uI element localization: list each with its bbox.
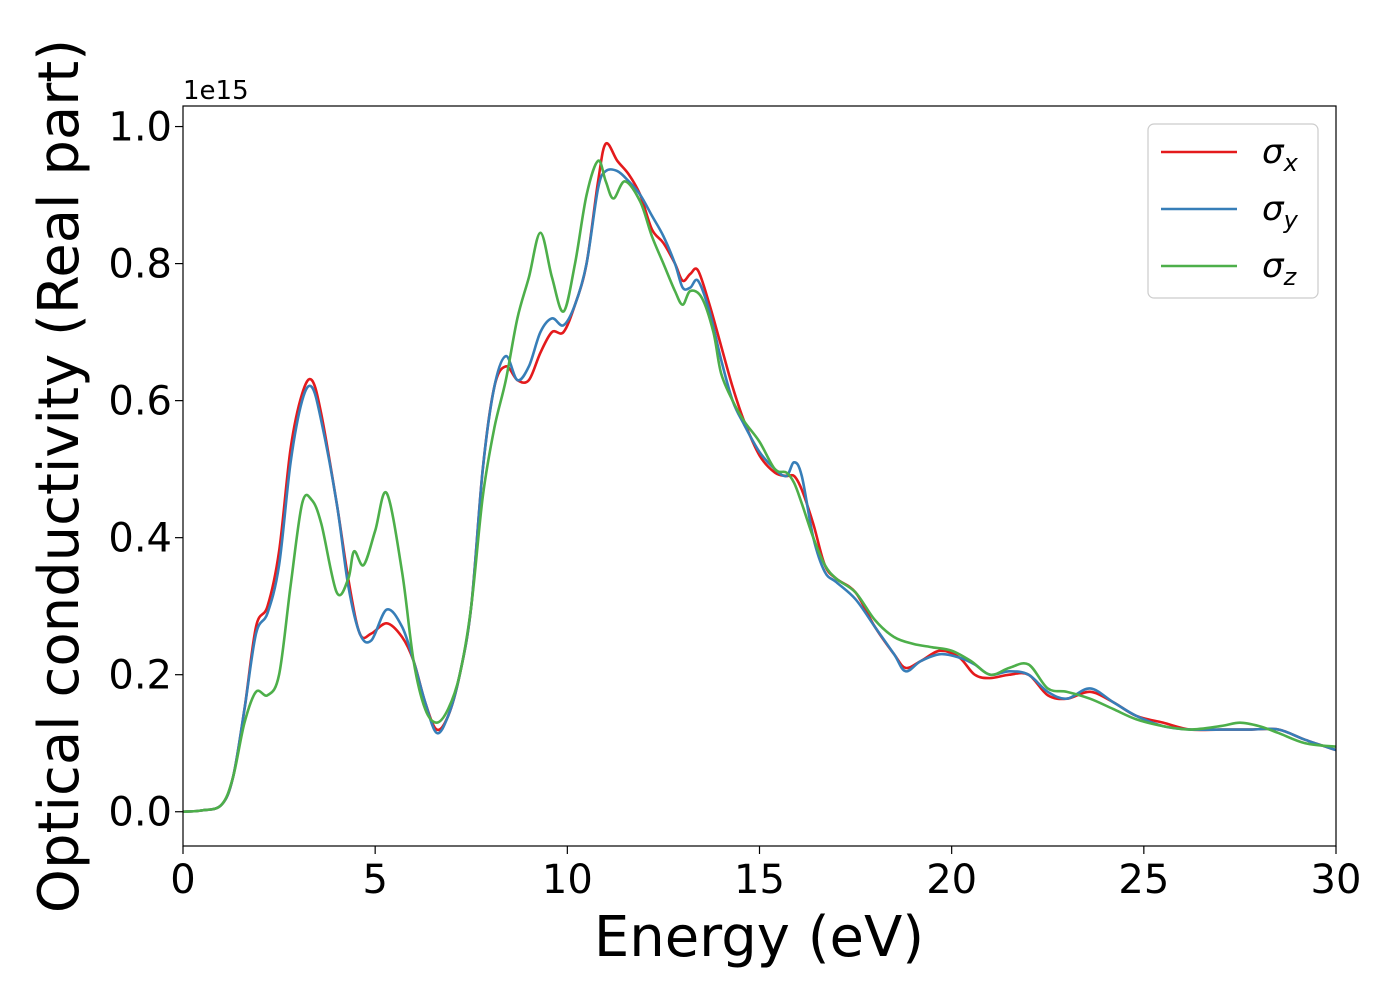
x-tick-label: 30: [1311, 857, 1362, 903]
x-tick-label: 15: [734, 857, 785, 903]
legend: σx σy σz: [1147, 123, 1319, 299]
series-layer: [183, 141, 1336, 814]
y-tick-label: 0.0: [108, 790, 172, 836]
legend-label-x: σx: [1262, 132, 1299, 177]
y-tick-label: 0.8: [108, 242, 172, 288]
legend-label-y: σy: [1262, 189, 1299, 234]
x-axis-label: Energy (eV): [594, 905, 924, 970]
x-tick-label: 10: [542, 857, 593, 903]
y-axis: 0.0 0.2 0.4 0.6 0.8 1.0: [108, 105, 183, 836]
y-tick-label: 0.4: [108, 516, 172, 562]
y-axis-label: Optical conductivity (Real part): [27, 39, 92, 913]
y-tick-label: 0.6: [108, 379, 172, 425]
legend-box: [1147, 123, 1319, 299]
series-line-z: [183, 159, 1336, 814]
y-tick-label: 1.0: [108, 105, 172, 151]
legend-label-z: σz: [1262, 246, 1298, 291]
x-tick-label: 25: [1118, 857, 1169, 903]
x-tick-label: 5: [362, 857, 387, 903]
x-axis: 0 5 10 15 20 25 30: [170, 846, 1361, 903]
y-offset-label: 1e15: [183, 76, 249, 106]
legend-items: σx σy σz: [1161, 132, 1299, 291]
y-tick-label: 0.2: [108, 653, 172, 699]
x-tick-label: 0: [170, 857, 195, 903]
x-tick-label: 20: [926, 857, 977, 903]
